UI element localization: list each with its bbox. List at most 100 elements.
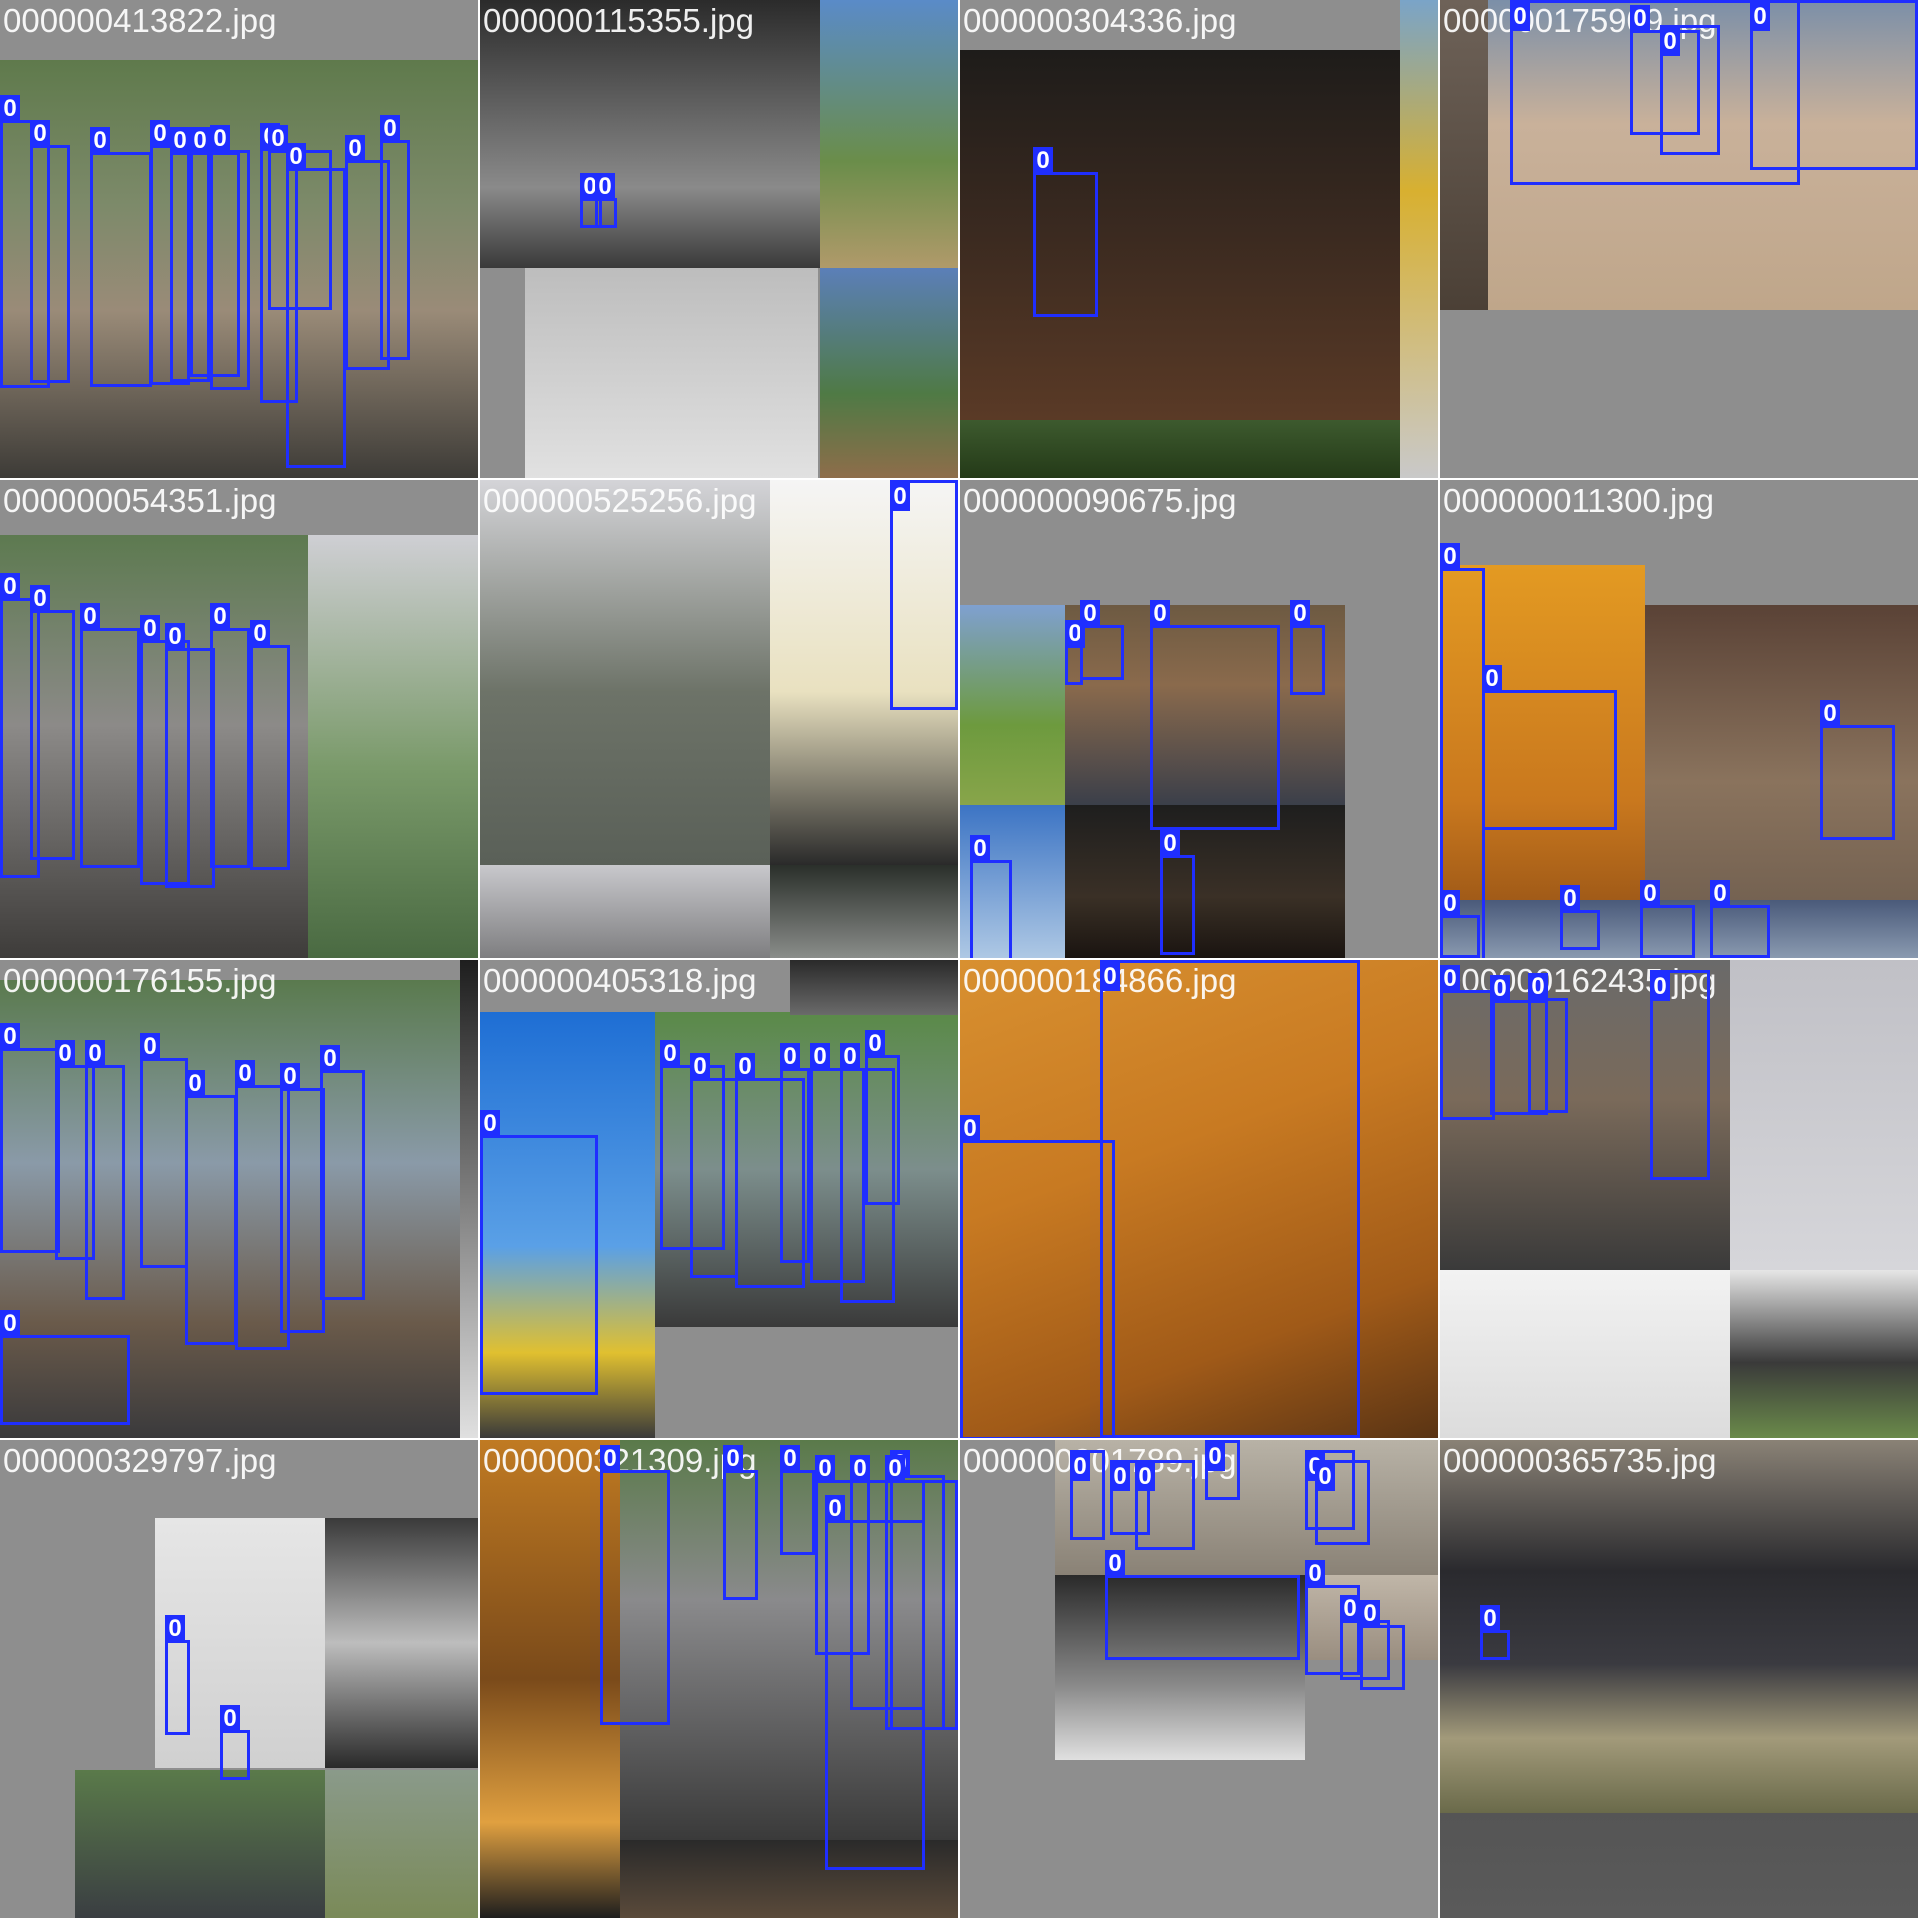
class-label-tag: 0	[810, 1043, 830, 1071]
mosaic-tile: 000000175909.jpg 0 0 0 0	[1440, 0, 1918, 478]
class-label-tag: 0	[80, 603, 100, 631]
photo-region	[960, 50, 1400, 420]
detection-box: 0	[595, 173, 617, 228]
class-label-tag: 0	[723, 1445, 743, 1473]
detection-box: 0	[1480, 1605, 1510, 1660]
photo-region	[770, 865, 958, 958]
tile-filename: 000000405318.jpg	[483, 962, 757, 999]
class-label-tag: 0	[600, 1445, 620, 1473]
detection-box: 0	[890, 480, 958, 710]
class-label-tag: 0	[55, 1040, 75, 1068]
detection-box: 0	[286, 143, 346, 468]
class-label-tag: 0	[1135, 1463, 1155, 1491]
photo-region	[1440, 960, 1730, 1270]
class-label-tag: 0	[815, 1455, 835, 1483]
class-label-tag: 0	[1640, 880, 1660, 908]
photo-region	[480, 1440, 620, 1918]
detection-box: 0	[0, 573, 40, 878]
detection-box: 0	[1360, 1600, 1405, 1690]
class-label-tag: 0	[1340, 1595, 1360, 1623]
photo-region	[308, 535, 478, 958]
class-label-tag: 0	[165, 1615, 185, 1643]
detection-box: 0	[1560, 885, 1600, 950]
photo-region	[480, 865, 770, 958]
detection-box: 0	[165, 1615, 190, 1735]
class-label-tag: 0	[1205, 1443, 1225, 1471]
class-label-tag: 0	[1150, 600, 1170, 628]
detection-box: 0	[1750, 0, 1918, 170]
mosaic-tile: 000000162435.jpg 0 0 0 0	[1440, 960, 1918, 1438]
photo-region	[0, 980, 460, 1438]
photo-region	[480, 1012, 655, 1438]
class-label-tag: 0	[660, 1040, 680, 1068]
class-label-tag: 0	[150, 120, 170, 148]
photo-region	[1440, 1270, 1730, 1438]
class-label-tag: 0	[1750, 3, 1770, 31]
detection-box: 0	[780, 1043, 810, 1263]
class-label-tag: 0	[1510, 3, 1530, 31]
photo-region	[770, 480, 958, 865]
detection-box: 0	[815, 1455, 870, 1655]
detection-box: 0	[780, 1445, 815, 1555]
photo-region	[1730, 1270, 1918, 1438]
class-label-tag: 0	[885, 1455, 905, 1483]
photo-region	[620, 1440, 958, 1840]
mosaic-tile: 000000115355.jpg 0 0	[480, 0, 958, 478]
photo-region	[820, 0, 958, 268]
photo-region	[1645, 605, 1918, 958]
mosaic-tile: 000000090675.jpg 0 0 0 0 0 0	[960, 480, 1438, 958]
detection-box: 0	[960, 1115, 1115, 1438]
photo-region	[960, 420, 1400, 478]
detection-box: 0	[1135, 1460, 1195, 1550]
detection-box: 0	[1305, 1560, 1360, 1675]
detection-box: 0	[885, 1455, 958, 1730]
photo-region	[1440, 900, 1918, 958]
tile-filename: 000000176155.jpg	[3, 962, 277, 999]
tile-filename: 000000304336.jpg	[963, 2, 1237, 39]
detection-box: 0	[690, 1053, 738, 1278]
class-label-tag: 0	[268, 125, 288, 153]
detection-box: 0	[0, 95, 50, 388]
class-label-tag: 0	[1305, 1560, 1325, 1588]
class-label-tag: 0	[170, 127, 190, 155]
class-label-tag: 0	[30, 120, 50, 148]
detection-box: 0	[1640, 880, 1695, 958]
detection-box: 0	[235, 1060, 290, 1350]
detection-box: 0	[1205, 1440, 1240, 1500]
photo-region	[1055, 1575, 1305, 1760]
photo-region	[1400, 0, 1438, 478]
detection-box: 0	[1820, 700, 1895, 840]
photo-region	[960, 805, 1065, 958]
class-label-tag: 0	[970, 835, 990, 863]
detection-box: 0	[80, 603, 140, 868]
detection-box: 0	[1033, 147, 1098, 317]
photo-region	[325, 1518, 478, 1768]
detection-box: 0	[1315, 1460, 1370, 1545]
tile-filename: 000000090675.jpg	[963, 482, 1237, 519]
photo-region	[155, 1518, 325, 1768]
class-label-tag: 0	[1290, 600, 1310, 628]
class-label-tag: 0	[1315, 1463, 1335, 1491]
detection-box: 0	[1110, 1460, 1150, 1535]
detection-box: 0	[1440, 890, 1480, 958]
detection-box: 0	[30, 585, 75, 860]
class-label-tag: 0	[190, 127, 210, 155]
photo-region	[1485, 0, 1918, 310]
class-label-tag: 0	[1100, 963, 1120, 991]
detection-box: 0	[140, 1033, 188, 1268]
photo-region	[1440, 1813, 1918, 1918]
detection-box: 0	[1660, 25, 1720, 155]
detection-box: 0	[735, 1053, 805, 1288]
class-label-tag: 0	[780, 1043, 800, 1071]
class-label-tag: 0	[825, 1495, 845, 1523]
photo-region	[75, 1770, 325, 1918]
class-label-tag: 0	[1105, 1550, 1125, 1578]
class-label-tag: 0	[1360, 1600, 1380, 1628]
class-label-tag: 0	[345, 135, 365, 163]
photo-region	[0, 535, 308, 958]
detection-box: 0	[0, 1310, 130, 1425]
detection-box: 0	[210, 125, 250, 390]
photo-region	[1440, 565, 1645, 958]
